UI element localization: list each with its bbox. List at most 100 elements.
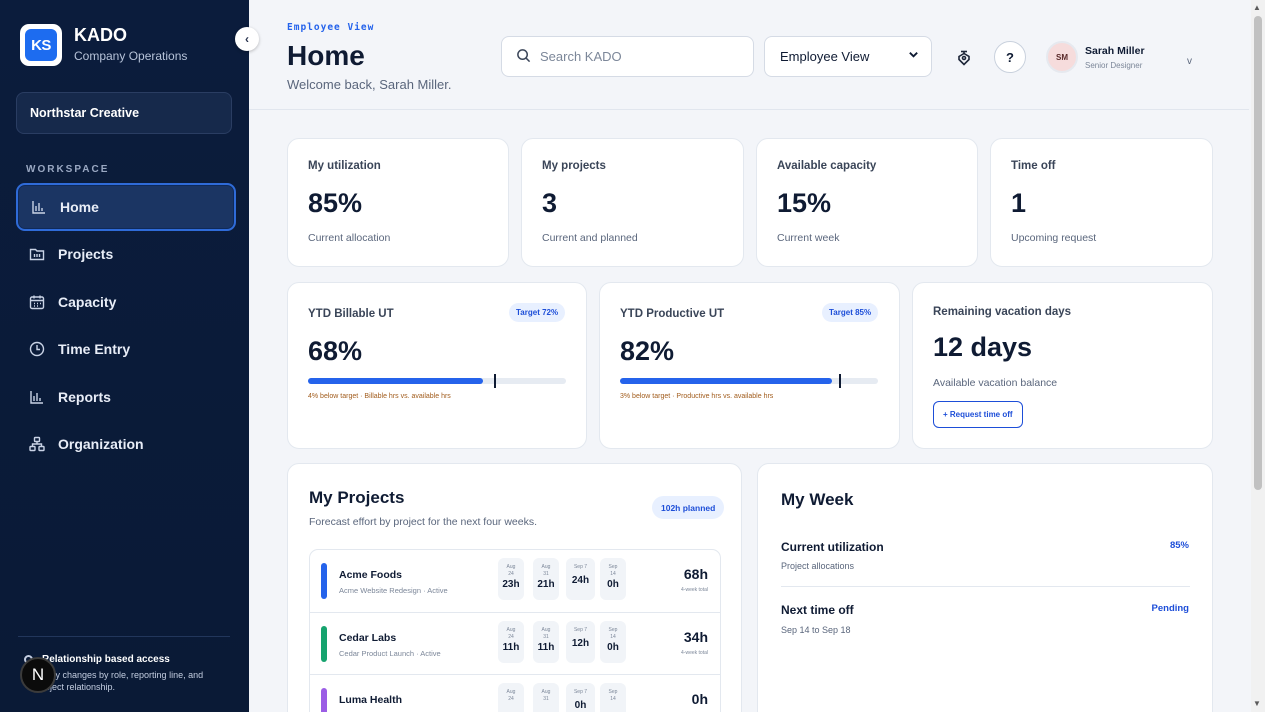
my-projects-card: My Projects Forecast effort by project f… xyxy=(287,463,742,712)
kpi-sub: Current allocation xyxy=(308,232,391,244)
sidebar-collapse-button[interactable]: ‹ xyxy=(235,27,259,51)
project-meta: Cedar Product Launch · Active xyxy=(339,648,441,658)
kpi-card-utilization: My utilization 85% Current allocation xyxy=(287,138,509,267)
week-row-title: Current utilization xyxy=(781,540,884,554)
week-row-title: Next time off xyxy=(781,603,854,617)
status-badge: Pending xyxy=(1151,603,1189,614)
week-cell: Sep 14 0h xyxy=(600,558,626,600)
brand-logo: KS xyxy=(20,24,62,66)
access-note-text: bility changes by role, reporting line, … xyxy=(42,670,204,692)
access-note-title: Relationship based access xyxy=(42,654,170,665)
search-placeholder: Search KADO xyxy=(540,49,622,64)
target-marker xyxy=(493,374,496,388)
projects-table: Acme Foods Acme Website Redesign · Activ… xyxy=(309,549,721,712)
kpi-value: 85% xyxy=(308,188,363,218)
progress-track xyxy=(620,374,878,388)
badge-icon[interactable] xyxy=(949,43,979,73)
chevron-down-icon xyxy=(908,49,919,63)
sidebar-item-time-entry[interactable]: Time Entry xyxy=(16,326,236,374)
project-total-label: 4-week total xyxy=(681,587,708,593)
project-total: 34h xyxy=(683,628,708,645)
week-cell: Sep 14 0h xyxy=(600,620,626,663)
week-cell: Sep 7 12h xyxy=(566,620,595,663)
ytd-value: 68% xyxy=(308,336,363,366)
week-cell: Sep 7 24h xyxy=(566,558,595,600)
kpi-value: 3 xyxy=(542,188,558,218)
vacation-value: 12 days xyxy=(933,332,1033,362)
sidebar-item-label: Time Entry xyxy=(58,341,131,358)
kpi-sub: Current and planned xyxy=(542,232,638,244)
page-title: Home xyxy=(287,40,365,71)
week-cell: Aug 24 23h xyxy=(498,558,524,600)
project-color-bar xyxy=(321,563,327,599)
week-row-sub: Sep 14 to Sep 18 xyxy=(781,625,851,635)
progress-fill xyxy=(308,378,484,384)
bar-chart-icon xyxy=(30,198,48,216)
sidebar-item-label: Projects xyxy=(58,246,114,263)
utilization-value: 85% xyxy=(1169,540,1189,551)
kpi-label: Time off xyxy=(1011,160,1056,172)
kpi-value: 15% xyxy=(777,188,832,218)
target-badge: Target 72% xyxy=(509,303,566,322)
avatar[interactable]: SM xyxy=(1046,41,1078,73)
brand-subtitle: Company Operations xyxy=(74,49,188,63)
progress-track xyxy=(308,374,566,388)
ytd-label: YTD Billable UT xyxy=(308,308,394,320)
ytd-label: YTD Productive UT xyxy=(620,308,725,320)
kpi-card-capacity: Available capacity 15% Current week xyxy=(756,138,978,267)
help-button[interactable]: ? xyxy=(994,41,1026,73)
search-icon xyxy=(516,48,531,66)
user-menu-chevron[interactable]: v xyxy=(1187,56,1192,67)
kpi-label: Available capacity xyxy=(777,160,877,172)
page-scrollbar[interactable]: ▲ ▼ xyxy=(1251,0,1265,712)
project-total: 0h xyxy=(691,691,708,707)
sidebar-item-projects[interactable]: Projects xyxy=(16,231,236,279)
sidebar-item-reports[interactable]: Reports xyxy=(16,373,236,421)
kpi-label: My utilization xyxy=(308,160,381,172)
my-week-card: My Week Current utilization Project allo… xyxy=(757,463,1213,712)
sidebar-item-home[interactable]: Home xyxy=(16,183,236,231)
kpi-sub: Current week xyxy=(777,232,840,244)
project-row[interactable]: Luma Health Aug 24 Aug 31 Sep 7 0h Sep 14 0h xyxy=(310,675,720,712)
brand[interactable]: KS KADO Company Operations xyxy=(20,24,187,66)
section-title: My Week xyxy=(781,490,854,509)
kpi-card-time-off: Time off 1 Upcoming request xyxy=(990,138,1213,267)
calendar-icon xyxy=(28,293,46,311)
vacation-label: Remaining vacation days xyxy=(933,306,1072,318)
org-switcher[interactable]: Northstar Creative xyxy=(16,92,232,134)
week-cell: Aug 31 11h xyxy=(533,620,559,663)
view-select[interactable]: Employee View xyxy=(764,36,932,77)
progress-note: 4% below target · Billable hrs vs. avail… xyxy=(308,393,451,400)
request-time-off-button[interactable]: + Request time off xyxy=(933,401,1023,428)
search-input[interactable]: Search KADO xyxy=(501,36,754,77)
project-color-bar xyxy=(321,688,327,712)
clock-icon xyxy=(28,340,46,358)
workspace-section-label: WORKSPACE xyxy=(26,164,110,175)
vacation-sub: Available vacation balance xyxy=(933,377,1058,389)
n-badge[interactable]: N xyxy=(20,657,56,693)
sidebar-item-label: Home xyxy=(60,198,99,215)
user-name[interactable]: Sarah Miller xyxy=(1085,45,1145,57)
sidebar-divider xyxy=(18,636,230,637)
project-row[interactable]: Cedar Labs Cedar Product Launch · Active… xyxy=(310,613,720,675)
view-select-value: Employee View xyxy=(780,49,870,64)
kpi-card-projects: My projects 3 Current and planned xyxy=(521,138,744,267)
sidebar: KS KADO Company Operations Northstar Cre… xyxy=(0,0,249,712)
project-color-bar xyxy=(321,625,327,662)
bar-chart-icon xyxy=(28,388,46,406)
scroll-up-icon[interactable]: ▲ xyxy=(1253,3,1261,12)
sidebar-item-capacity[interactable]: Capacity xyxy=(16,278,236,326)
sidebar-item-label: Capacity xyxy=(58,293,117,310)
breadcrumb: Employee View xyxy=(287,22,375,33)
org-chart-icon xyxy=(28,435,46,453)
target-badge: Target 85% xyxy=(822,303,879,322)
sidebar-nav: Home Projects Capacity Time Entry Report… xyxy=(16,183,236,468)
scroll-thumb[interactable] xyxy=(1254,16,1262,490)
sidebar-item-organization[interactable]: Organization xyxy=(16,421,236,469)
ytd-billable-card: YTD Billable UT Target 72% 68% 4% below … xyxy=(287,282,587,449)
project-total: 68h xyxy=(683,566,708,582)
scroll-down-icon[interactable]: ▼ xyxy=(1253,699,1261,708)
project-row[interactable]: Acme Foods Acme Website Redesign · Activ… xyxy=(310,550,720,613)
week-cell: Sep 7 0h xyxy=(566,683,595,712)
project-name: Acme Foods xyxy=(339,569,403,581)
